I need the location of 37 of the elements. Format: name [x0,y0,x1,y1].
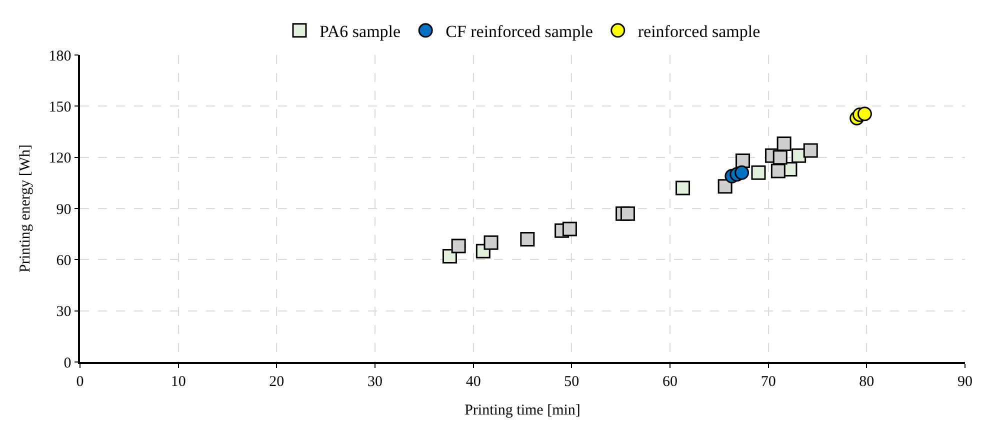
y-tick-label: 0 [64,355,72,372]
point [562,222,577,236]
x-axis-title: Printing time [min] [464,402,580,418]
x-tick-label: 80 [859,374,874,390]
point [484,235,498,250]
y-tick-label: 30 [56,304,72,320]
x-tick-label: 0 [76,374,84,390]
y-axis-title: Printing energy [Wh] [18,144,34,273]
y-tick-label: 60 [56,252,72,269]
point [770,164,786,178]
point [857,106,872,122]
point [736,153,750,168]
point [772,150,788,165]
legend-label: PA6 sample [320,22,401,42]
y-tick-label: 180 [48,48,72,64]
x-tick-label: 60 [662,374,678,390]
x-tick-label: 30 [368,374,382,390]
point [803,143,818,158]
y-tick-label: 90 [56,202,72,218]
x-tick-label: 20 [269,374,284,390]
x-tick-label: 10 [170,374,186,390]
point [620,206,635,221]
point [718,179,732,194]
point [520,232,535,246]
y-tick-label: 120 [48,150,72,167]
point [776,136,792,151]
x-tick-label: 90 [958,374,972,390]
point [676,180,690,196]
x-tick-label: 50 [564,374,580,390]
x-tick-label: 40 [466,374,481,390]
legend-label: reinforced sample [638,22,760,42]
x-tick-label: 70 [760,374,776,390]
point [734,165,750,180]
point [751,165,766,180]
point [451,238,466,254]
legend-label: CF reinforced sample [446,22,593,42]
y-tick-label: 150 [48,99,72,116]
